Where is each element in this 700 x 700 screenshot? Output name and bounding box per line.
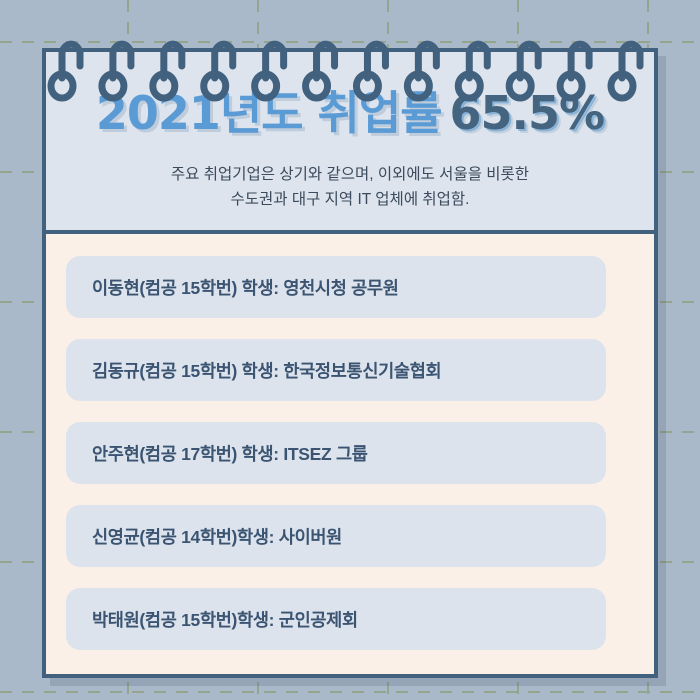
- list-item[interactable]: 이동현(컴공 15학번) 학생: 영천시청 공무원: [66, 256, 606, 318]
- list-item-label: 김동규(컴공 15학번) 학생: 한국정보통신기술협회: [92, 360, 442, 381]
- list-item-label: 안주현(컴공 17학번) 학생: ITSEZ 그룹: [92, 443, 368, 464]
- list-item-label: 박태원(컴공 15학번)학생: 군인공제회: [92, 609, 358, 630]
- subtitle-line-2: 수도권과 대구 지역 IT 업체에 취업함.: [230, 191, 470, 209]
- list-item[interactable]: 김동규(컴공 15학번) 학생: 한국정보통신기술협회: [66, 339, 606, 401]
- subtitle-line-1: 주요 취업기업은 상기와 같으며, 이외에도 서울을 비롯한: [170, 166, 530, 183]
- card-body: 이동현(컴공 15학번) 학생: 영천시청 공무원 김동규(컴공 15학번) 학…: [46, 234, 654, 674]
- list-item[interactable]: 안주현(컴공 17학번) 학생: ITSEZ 그룹: [66, 422, 606, 484]
- card-header: 2021년도 취업률 65.5% 주요 취업기업은 상기와 같으며, 이외에도 서…: [46, 52, 654, 234]
- page-title: 2021년도 취업률 65.5%: [46, 90, 654, 136]
- employment-rate-stat: 65.5%: [449, 86, 606, 140]
- subtitle-block: 주요 취업기업은 상기와 같으며, 이외에도 서울을 비롯한 수도권과 대구 지…: [46, 162, 654, 212]
- headline-main-text: 2021년도 취업률: [95, 86, 443, 140]
- list-item[interactable]: 신영균(컴공 14학번)학생: 사이버원: [66, 505, 606, 567]
- list-item-label: 신영균(컴공 14학번)학생: 사이버원: [92, 526, 342, 547]
- notepad-card: 2021년도 취업률 65.5% 주요 취업기업은 상기와 같으며, 이외에도 서…: [42, 48, 658, 678]
- list-item-label: 이동현(컴공 15학번) 학생: 영천시청 공무원: [92, 277, 399, 298]
- list-item[interactable]: 박태원(컴공 15학번)학생: 군인공제회: [66, 588, 606, 650]
